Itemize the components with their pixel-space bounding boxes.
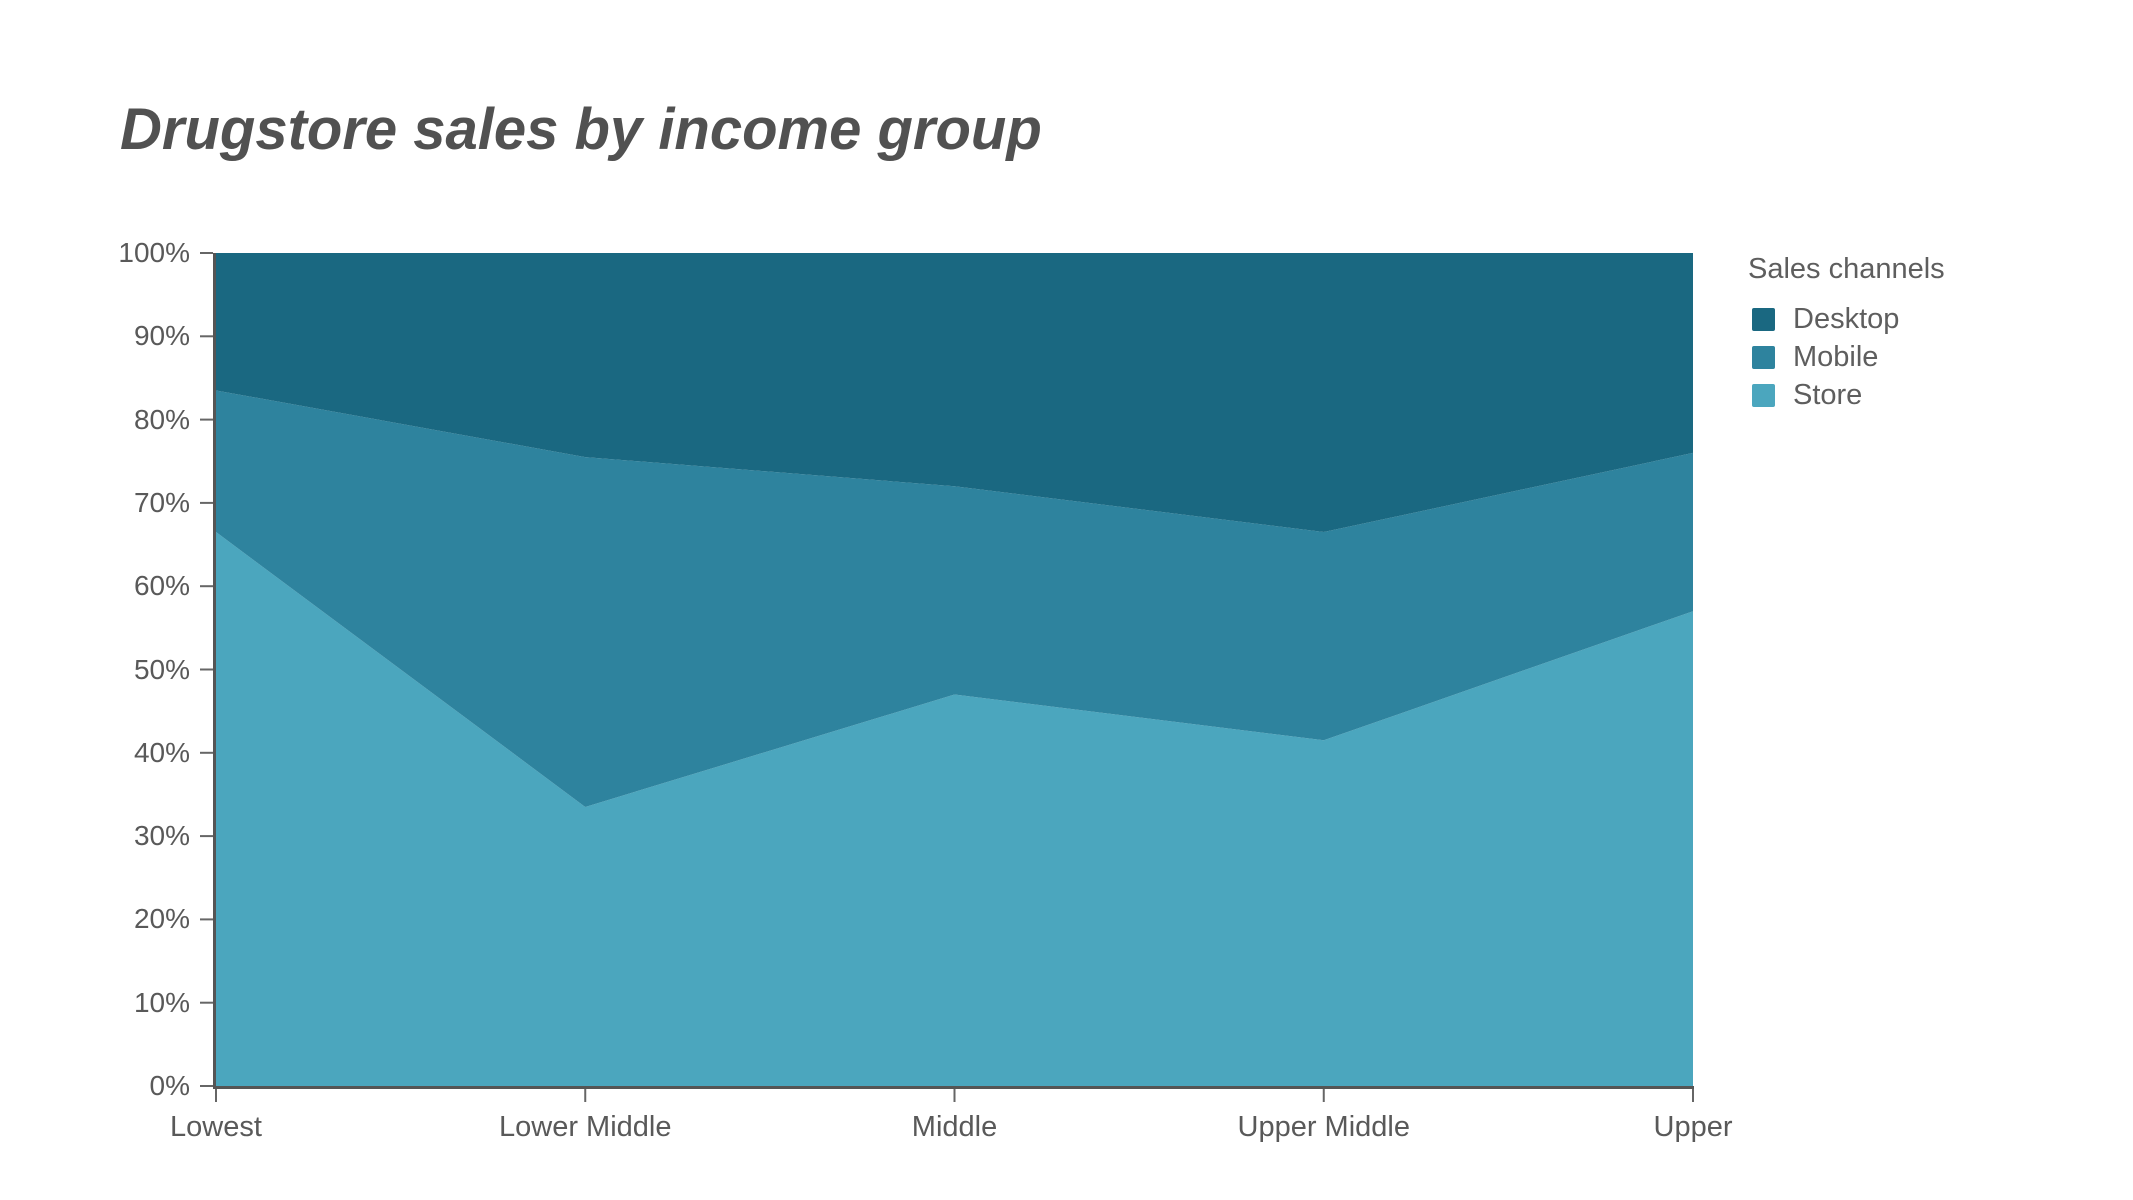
- y-axis-tick-label: 10%: [133, 986, 190, 1018]
- legend-item-label: Desktop: [1793, 302, 1900, 335]
- y-axis-tick-label: 0%: [149, 1070, 190, 1101]
- y-axis-tick-label: 40%: [133, 736, 190, 768]
- legend-swatch-icon: [1752, 307, 1775, 331]
- y-axis-tick-label: 30%: [133, 820, 190, 852]
- y-axis-tick-label: 100%: [118, 237, 190, 268]
- area-mobile: [216, 390, 1693, 807]
- legend-item: Mobile: [1748, 338, 1945, 376]
- area-desktop: [216, 253, 1693, 533]
- chart-title: Drugstore sales by income group: [120, 97, 1042, 162]
- x-axis-category-label: Lower Middle: [499, 1111, 672, 1143]
- x-axis-category-label: Middle: [911, 1111, 998, 1143]
- legend-item-label: Mobile: [1793, 340, 1879, 373]
- x-axis-category-label: Upper: [1653, 1111, 1733, 1143]
- y-axis-tick-label: 20%: [133, 903, 190, 935]
- legend-item: Desktop: [1748, 300, 1945, 338]
- legend-title: Sales channels: [1748, 253, 1945, 285]
- legend-swatch-icon: [1752, 383, 1775, 407]
- legend: Sales channels Desktop Mobile Store: [1748, 253, 1945, 414]
- legend-items: Desktop Mobile Store: [1748, 300, 1945, 414]
- y-axis-tick-label: 60%: [133, 570, 190, 602]
- area-store: [216, 532, 1693, 1086]
- legend-item: Store: [1748, 376, 1945, 414]
- y-axis-tick-label: 90%: [133, 320, 190, 352]
- y-axis-tick-label: 80%: [133, 403, 190, 435]
- legend-swatch-icon: [1752, 345, 1775, 369]
- y-axis-tick-label: 70%: [133, 486, 190, 518]
- x-axis-category-label: Lowest: [170, 1111, 262, 1143]
- legend-item-label: Store: [1793, 378, 1863, 411]
- y-axis-tick-label: 50%: [133, 653, 190, 685]
- x-axis-category-label: Upper Middle: [1237, 1111, 1410, 1143]
